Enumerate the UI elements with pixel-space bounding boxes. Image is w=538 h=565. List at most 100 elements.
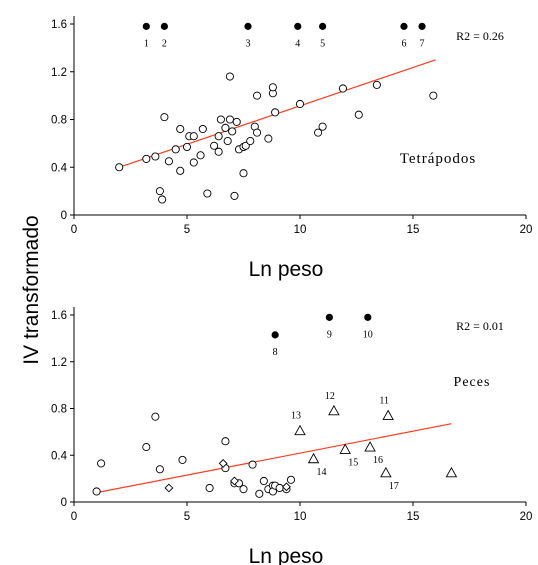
x-tick-label: 15 xyxy=(407,511,420,523)
triangle-label: 17 xyxy=(389,481,399,492)
open-circle-point xyxy=(318,122,327,131)
open-circle-point xyxy=(205,483,214,493)
reference-point-label: 6 xyxy=(401,38,406,49)
open-circle-point xyxy=(155,465,164,474)
open-circle-point xyxy=(160,113,169,122)
open-circle-point xyxy=(225,115,234,124)
reference-point xyxy=(294,22,302,30)
x-tick-label: 0 xyxy=(71,224,77,236)
reference-point-label: 7 xyxy=(420,38,425,49)
open-circle-point xyxy=(286,475,296,484)
open-circle-point xyxy=(176,166,185,175)
open-circle-point xyxy=(151,152,160,161)
y-tick-label: 0 xyxy=(61,497,67,509)
open-circle-point xyxy=(239,169,248,178)
reference-point-label: 9 xyxy=(327,329,332,340)
y-tick-label: 0.4 xyxy=(51,162,68,174)
open-diamond-point xyxy=(164,483,174,493)
triangle-label: 12 xyxy=(325,391,335,402)
open-circle-point xyxy=(151,412,160,421)
y-tick-label: 1.2 xyxy=(51,67,67,79)
open-circle-point xyxy=(271,108,280,117)
open-triangle-point xyxy=(382,409,394,420)
open-circle-point xyxy=(223,136,232,146)
open-circle-point xyxy=(176,125,185,134)
open-circle-point xyxy=(182,142,192,152)
open-circle-point xyxy=(429,91,438,100)
open-circle-point xyxy=(232,117,241,126)
open-circle-point xyxy=(214,132,223,141)
open-circle-point xyxy=(189,132,198,141)
triangle-label: 15 xyxy=(348,457,358,468)
open-circle-point xyxy=(196,151,205,160)
open-diamond-point xyxy=(218,458,228,468)
x-tick-label: 10 xyxy=(294,511,307,523)
open-circle-point xyxy=(198,125,207,134)
open-circle-point xyxy=(255,489,264,498)
reference-point xyxy=(244,22,252,30)
reference-point-label: 10 xyxy=(363,329,373,340)
top-panel-tetrapodos: 0 0.4 0.8 1.2 1.6 0 5 10 15 20 Ln peso 1 2 3 4 5 6 7 R2 = … xyxy=(51,16,532,281)
open-circle-point xyxy=(142,154,151,163)
open-triangle-point xyxy=(307,452,320,464)
x-axis-title: Ln peso xyxy=(249,258,324,281)
reference-point-label: 2 xyxy=(162,38,167,49)
open-diamond-point xyxy=(282,482,291,492)
regression-line xyxy=(96,423,452,494)
group-label: Peces xyxy=(454,375,491,390)
y-tick-label: 0.8 xyxy=(51,404,67,416)
reference-point xyxy=(400,22,408,30)
open-circle-point xyxy=(295,99,305,109)
reference-point xyxy=(142,22,150,30)
open-circle-point xyxy=(216,115,225,124)
open-circle-point xyxy=(97,459,106,468)
open-circle-point xyxy=(314,128,323,137)
bottom-panel-peces: 0 0.4 0.8 1.2 1.6 0 5 10 15 20 Ln peso 11 12 13 14 15 16… xyxy=(51,307,532,565)
open-circle-point xyxy=(275,483,284,493)
reference-point-label: 8 xyxy=(273,347,278,358)
x-tick-label: 5 xyxy=(184,224,190,236)
reference-point xyxy=(160,22,168,30)
x-tick-label: 10 xyxy=(294,224,307,236)
open-triangle-point xyxy=(364,441,376,452)
x-axis-title: Ln peso xyxy=(249,545,324,565)
open-circle-point xyxy=(155,187,164,196)
open-circle-point xyxy=(246,136,255,146)
open-circle-point xyxy=(189,158,198,167)
open-circle-point xyxy=(203,189,212,198)
y-tick-label: 1.2 xyxy=(51,357,67,369)
r-squared-annotation: R2 = 0.01 xyxy=(456,319,504,333)
reference-point-label: 3 xyxy=(246,38,251,49)
open-circle-point xyxy=(253,91,262,100)
open-circle-point xyxy=(239,485,248,494)
open-triangle-point xyxy=(294,424,306,436)
group-label: Tetrápodos xyxy=(400,151,476,167)
open-circle-point xyxy=(221,123,230,132)
open-circle-point xyxy=(259,476,268,486)
open-circle-point xyxy=(164,157,173,166)
open-circle-point xyxy=(253,128,262,137)
open-circle-point xyxy=(372,80,381,89)
open-circle-point xyxy=(248,460,257,469)
open-circle-point xyxy=(158,195,167,204)
open-circle-point xyxy=(115,163,124,172)
x-tick-label: 20 xyxy=(520,511,533,523)
reference-point-label: 5 xyxy=(320,38,325,49)
y-tick-label: 1.6 xyxy=(51,19,67,31)
x-tick-label: 15 xyxy=(407,224,420,236)
open-diamond-point xyxy=(230,476,239,486)
x-tick-label: 0 xyxy=(71,511,77,523)
triangle-label: 13 xyxy=(291,411,301,422)
open-circle-point xyxy=(214,147,223,156)
open-circle-point xyxy=(142,443,151,452)
y-tick-label: 0.4 xyxy=(51,450,68,462)
reference-point xyxy=(418,22,426,30)
r-squared-annotation: R2 = 0.26 xyxy=(456,29,504,43)
x-tick-label: 5 xyxy=(184,511,190,523)
open-triangle-point xyxy=(339,443,351,454)
open-circle-point xyxy=(92,487,101,496)
open-circle-point xyxy=(264,134,273,143)
reference-point xyxy=(319,22,327,30)
open-circle-point xyxy=(338,84,347,93)
